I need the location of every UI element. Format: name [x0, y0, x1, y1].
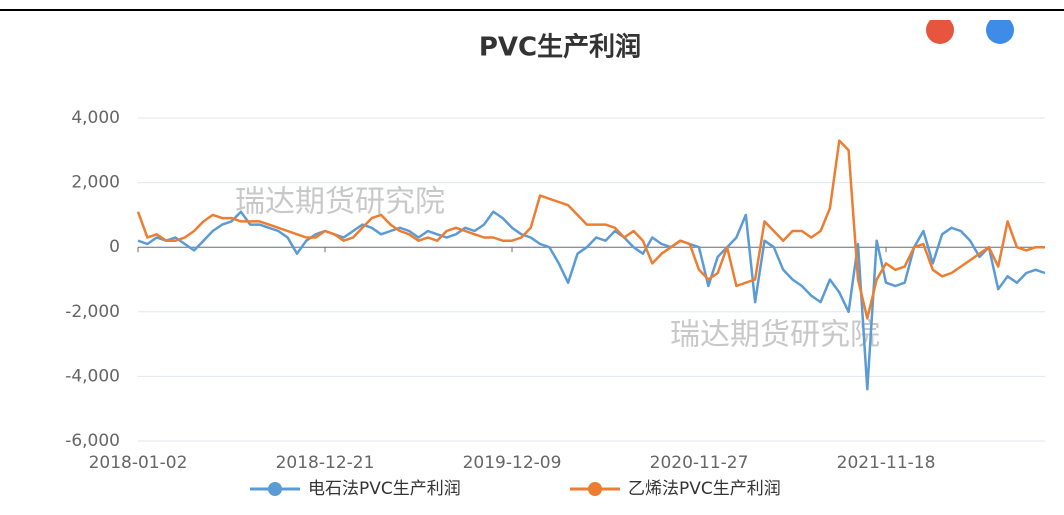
y-tick-label: 0 [109, 237, 120, 257]
x-tick-label: 2021-11-18 [837, 453, 936, 473]
window-button[interactable] [986, 16, 1014, 44]
x-tick-label: 2019-12-09 [463, 453, 562, 473]
y-tick-label: -4,000 [65, 366, 120, 386]
legend-label: 乙烯法PVC生产利润 [628, 479, 781, 499]
series-line [137, 210, 1046, 391]
chart-title: PVC生产利润 [479, 32, 641, 63]
mask [900, 12, 1064, 20]
legend-marker [268, 482, 282, 496]
y-tick-label: -2,000 [65, 302, 120, 322]
y-tick-label: 4,000 [71, 108, 120, 128]
x-tick-label: 2020-11-27 [650, 453, 749, 473]
x-tick-label: 2018-01-02 [89, 453, 188, 473]
y-tick-label: -6,000 [65, 431, 120, 451]
watermark: 瑞达期货研究院 [670, 318, 880, 353]
legend-marker [588, 482, 602, 496]
watermark: 瑞达期货研究院 [235, 185, 445, 220]
series-line [136, 139, 1045, 320]
legend-label: 电石法PVC生产利润 [308, 479, 461, 499]
x-tick-label: 2018-12-21 [276, 453, 375, 473]
window-button[interactable] [926, 16, 954, 44]
y-tick-label: 2,000 [71, 173, 120, 193]
